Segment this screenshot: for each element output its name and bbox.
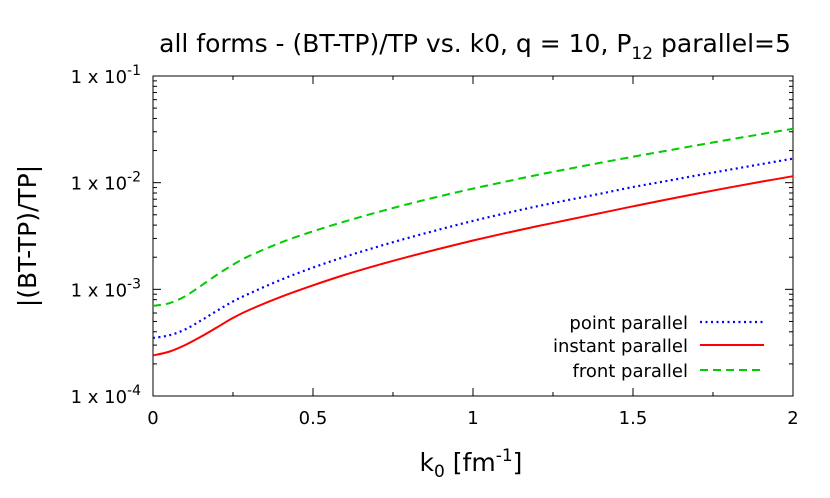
plot-frame (152, 75, 794, 397)
tick-marks (152, 75, 794, 397)
x-tick-label: 1.5 (619, 408, 648, 429)
x-axis-label-mid: [fm (445, 448, 496, 477)
chart-title-subscript: 12 (631, 44, 653, 64)
y-axis-label: |(BT-TP)/TP| (13, 165, 42, 307)
series-layer (152, 127, 794, 357)
y-tick-label: 1 x 10-4 (71, 383, 142, 408)
tick-labels: 0 0.5 1 1.5 21 x 10-41 x 10-31 x 10-21 x 10-… (71, 63, 799, 429)
y-tick-label-exponent: -1 (127, 63, 141, 79)
legend-label-instant-parallel: instant parallel (553, 336, 688, 357)
y-tick-label: 1 x 10-3 (71, 276, 141, 301)
x-axis-label-main: k (420, 448, 435, 477)
y-tick-label-base: 1 x 10 (71, 387, 127, 408)
y-tick-label-exponent: -2 (127, 170, 141, 186)
x-tick-label: 0.5 (299, 408, 328, 429)
y-tick-label: 1 x 10-1 (71, 63, 141, 88)
x-axis-label-subscript: 0 (434, 462, 445, 482)
y-tick-label-base: 1 x 10 (71, 280, 127, 301)
y-tick-label: 1 x 10-2 (71, 170, 141, 195)
chart-title-main: all forms - (BT-TP)/TP vs. k0, q = 10, P (159, 29, 631, 58)
series-line-instant-parallel (152, 175, 794, 357)
chart-title: all forms - (BT-TP)/TP vs. k0, q = 10, P… (159, 29, 791, 64)
legend-label-point-parallel: point parallel (569, 313, 688, 334)
y-tick-label-exponent: -3 (127, 276, 141, 292)
y-tick-label-base: 1 x 10 (71, 67, 127, 88)
legend-label-front-parallel: front parallel (572, 361, 688, 382)
chart-title-tail: parallel=5 (653, 29, 791, 58)
x-tick-label: 1 (467, 408, 478, 429)
x-axis-label-tail: ] (513, 448, 523, 477)
x-axis-label-superscript: -1 (496, 446, 513, 466)
x-axis-label: k0 [fm-1] (420, 446, 523, 482)
legend: point parallel instant parallel front pa… (553, 313, 764, 382)
y-tick-label-exponent: -4 (127, 383, 141, 399)
series-line-point-parallel (152, 157, 794, 340)
series-line-front-parallel (152, 127, 794, 307)
y-tick-label-base: 1 x 10 (71, 174, 127, 195)
x-tick-label: 0 (147, 408, 158, 429)
x-tick-label: 2 (787, 408, 798, 429)
